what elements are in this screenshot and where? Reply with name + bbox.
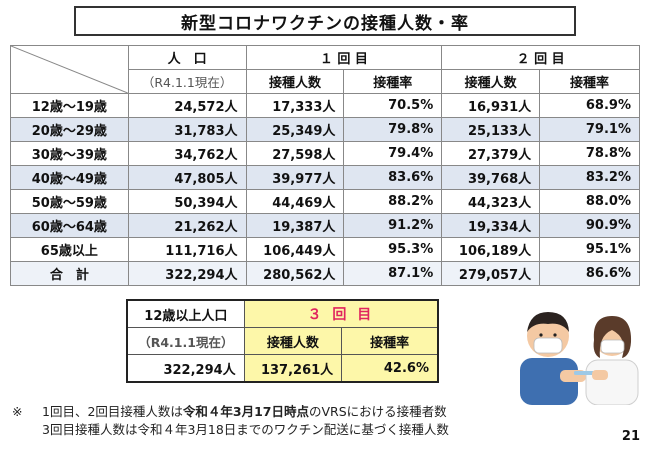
population-cell: 21,262人 (127, 213, 247, 238)
dose1-count-cell: 39,977人 (245, 165, 345, 190)
age-label: 65歳以上 (10, 237, 129, 262)
page-title: 新型コロナワクチンの接種人数・率 (74, 6, 576, 36)
dose2-count-cell: 44,323人 (441, 189, 541, 214)
dose2-count-cell: 25,133人 (441, 117, 541, 142)
footnotes: ※ 1回目、2回目接種人数は令和４年3月17日時点のVRSにおける接種者数 3回目… (12, 403, 449, 439)
table-row: 20歳～29歳 31,783人 25,349人 79.8% 25,133人 79… (10, 117, 640, 142)
dose2-count-cell: 27,379人 (441, 141, 541, 166)
note-1-date: 令和４年3月17日時点 (182, 404, 309, 419)
population-sub-header: （R4.1.1現在） (127, 69, 247, 94)
vaccination-table: 人 口 １ 回 目 ２ 回 目 （R4.1.1現在） 接種人数 接種率 接種人数… (10, 45, 640, 286)
total-row: 合 計 322,294人 280,562人 87.1% 279,057人 86.… (10, 261, 640, 286)
dose1-rate-cell: 70.5% (343, 93, 443, 118)
dose1-count-header: 接種人数 (245, 69, 345, 94)
population-header: 人 口 (127, 45, 247, 70)
dose1-count-cell: 19,387人 (245, 213, 345, 238)
note-2-text: 3回目接種人数は令和４年3月18日までのワクチン配送に基づく接種人数 (42, 422, 449, 437)
dose2-rate-cell: 68.9% (539, 93, 640, 118)
dose2-count-cell: 106,189人 (441, 237, 541, 262)
population-cell: 50,394人 (127, 189, 247, 214)
dose2-rate-cell: 86.6% (539, 261, 640, 286)
dose1-rate-cell: 83.6% (343, 165, 443, 190)
dose3-header: ３ 回 目 (243, 299, 439, 328)
dose2-count-cell: 39,768人 (441, 165, 541, 190)
page-number: 21 (621, 429, 640, 444)
age-label: 30歳～39歳 (10, 141, 129, 166)
table-row: 50歳～59歳 50,394人 44,469人 88.2% 44,323人 88… (10, 189, 640, 214)
table-row: 12歳～19歳 24,572人 17,333人 70.5% 16,931人 68… (10, 93, 640, 118)
dose1-rate-cell: 87.1% (343, 261, 443, 286)
dose2-rate-cell: 83.2% (539, 165, 640, 190)
age-label: 50歳～59歳 (10, 189, 129, 214)
dose1-count-cell: 27,598人 (245, 141, 345, 166)
vaccination-illustration (520, 312, 639, 405)
dose1-rate-cell: 88.2% (343, 189, 443, 214)
table-row: 65歳以上 111,716人 106,449人 95.3% 106,189人 9… (10, 237, 640, 262)
dose2-header: ２ 回 目 (441, 45, 640, 70)
dose1-count-cell: 44,469人 (245, 189, 345, 214)
dose2-rate-cell: 88.0% (539, 189, 640, 214)
dose2-rate-cell: 90.9% (539, 213, 640, 238)
population-cell: 47,805人 (127, 165, 247, 190)
diagonal-header-cell (10, 45, 129, 94)
dose1-count-cell: 17,333人 (245, 93, 345, 118)
dose1-header: １ 回 目 (245, 45, 443, 70)
dose2-rate-cell: 79.1% (539, 117, 640, 142)
dose3-rate-header: 接種率 (341, 327, 439, 355)
population-cell: 322,294人 (127, 261, 247, 286)
dose1-count-cell: 280,562人 (245, 261, 345, 286)
dose3-rate-cell: 42.6% (341, 354, 439, 383)
age-label: 60歳～64歳 (10, 213, 129, 238)
dose2-rate-cell: 95.1% (539, 237, 640, 262)
total-label: 合 計 (10, 261, 129, 286)
dose3-count-header: 接種人数 (243, 327, 343, 355)
population-cell: 31,783人 (127, 117, 247, 142)
age-label: 12歳～19歳 (10, 93, 129, 118)
dose1-rate-cell: 79.8% (343, 117, 443, 142)
population-cell: 34,762人 (127, 141, 247, 166)
dose1-rate-cell: 95.3% (343, 237, 443, 262)
dose2-count-header: 接種人数 (441, 69, 541, 94)
adult-population-header: 12歳以上人口 (126, 299, 245, 328)
population-cell: 24,572人 (127, 93, 247, 118)
dose1-count-cell: 106,449人 (245, 237, 345, 262)
dose2-count-cell: 279,057人 (441, 261, 541, 286)
note-mark: ※ (12, 404, 23, 419)
footnote-2: 3回目接種人数は令和４年3月18日までのワクチン配送に基づく接種人数 (12, 421, 449, 439)
dose3-count-cell: 137,261人 (243, 354, 343, 383)
dose3-table: 12歳以上人口 ３ 回 目 （R4.1.1現在） 接種人数 接種率 322,29… (126, 299, 439, 383)
population-cell: 111,716人 (127, 237, 247, 262)
note-1-part-c: のVRSにおける接種者数 (309, 404, 447, 419)
dose2-count-cell: 19,334人 (441, 213, 541, 238)
dose1-rate-cell: 91.2% (343, 213, 443, 238)
dose1-count-cell: 25,349人 (245, 117, 345, 142)
table-row: 40歳～49歳 47,805人 39,977人 83.6% 39,768人 83… (10, 165, 640, 190)
dose1-rate-cell: 79.4% (343, 141, 443, 166)
dose1-rate-header: 接種率 (343, 69, 443, 94)
adult-population-sub-header: （R4.1.1現在） (126, 327, 245, 355)
dose2-rate-cell: 78.8% (539, 141, 640, 166)
age-label: 40歳～49歳 (10, 165, 129, 190)
table-row: 30歳～39歳 34,762人 27,598人 79.4% 27,379人 78… (10, 141, 640, 166)
adult-population-cell: 322,294人 (126, 354, 245, 383)
dose2-rate-header: 接種率 (539, 69, 640, 94)
table-row: 60歳～64歳 21,262人 19,387人 91.2% 19,334人 90… (10, 213, 640, 238)
dose2-count-cell: 16,931人 (441, 93, 541, 118)
footnote-1: ※ 1回目、2回目接種人数は令和４年3月17日時点のVRSにおける接種者数 (12, 403, 449, 421)
note-1-part-a: 1回目、2回目接種人数は (42, 404, 183, 419)
age-label: 20歳～29歳 (10, 117, 129, 142)
